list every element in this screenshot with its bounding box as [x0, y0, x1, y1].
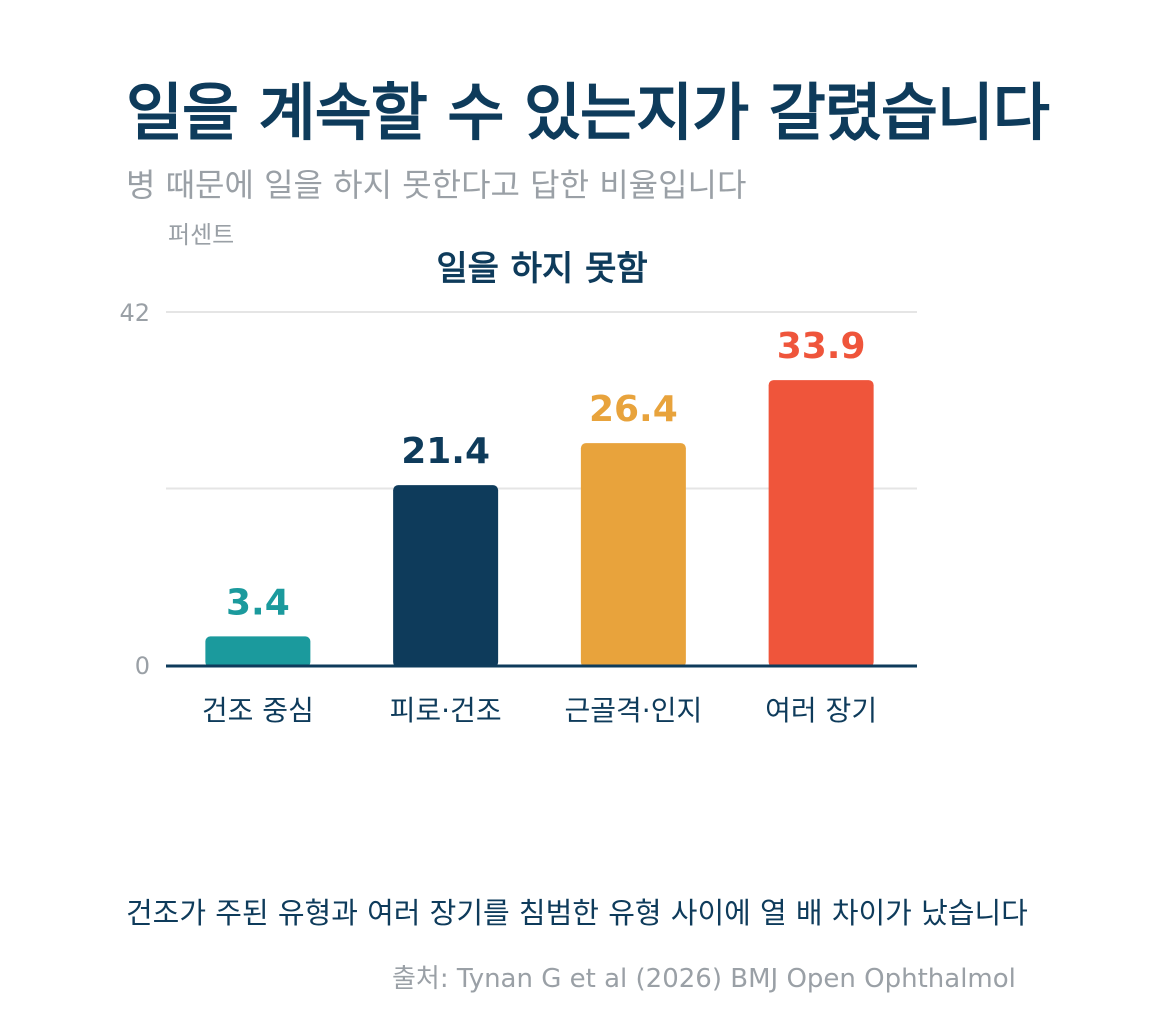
bar-0	[205, 636, 311, 667]
bar-chart: 퍼센트 일을 하지 못함 0 42 3.4 건조 중심 21.4 피로·건조 26.4 근골격…	[119, 221, 917, 727]
data-label-0: 3.4	[226, 582, 290, 623]
source-note: 출처: Tynan G et al (2026) BMJ Open Ophtha…	[392, 964, 1016, 994]
x-tick-label-3: 여러 장기	[765, 694, 877, 727]
y-tick-label: 42	[119, 299, 150, 327]
y-axis-label: 퍼센트	[168, 221, 234, 249]
x-tick-label-1: 피로·건조	[390, 694, 502, 727]
page-subtitle: 병 때문에 일을 하지 못한다고 답한 비율입니다	[126, 166, 747, 204]
data-label-3: 33.9	[777, 326, 866, 367]
data-label-2: 26.4	[589, 389, 678, 430]
bar-3	[768, 380, 874, 667]
bar-1	[393, 485, 499, 667]
y-tick-label: 0	[135, 652, 150, 680]
takeaway-text: 건조가 주된 유형과 여러 장기를 침범한 유형 사이에 열 배 차이가 났습니…	[126, 896, 1028, 930]
bar-2	[580, 443, 686, 667]
data-label-1: 21.4	[401, 431, 490, 472]
x-tick-label-0: 건조 중심	[202, 694, 314, 727]
page-title: 일을 계속할 수 있는지가 갈렸습니다	[126, 76, 1050, 149]
chart-title: 일을 하지 못함	[436, 249, 647, 289]
x-tick-label-2: 근골격·인지	[565, 694, 703, 727]
